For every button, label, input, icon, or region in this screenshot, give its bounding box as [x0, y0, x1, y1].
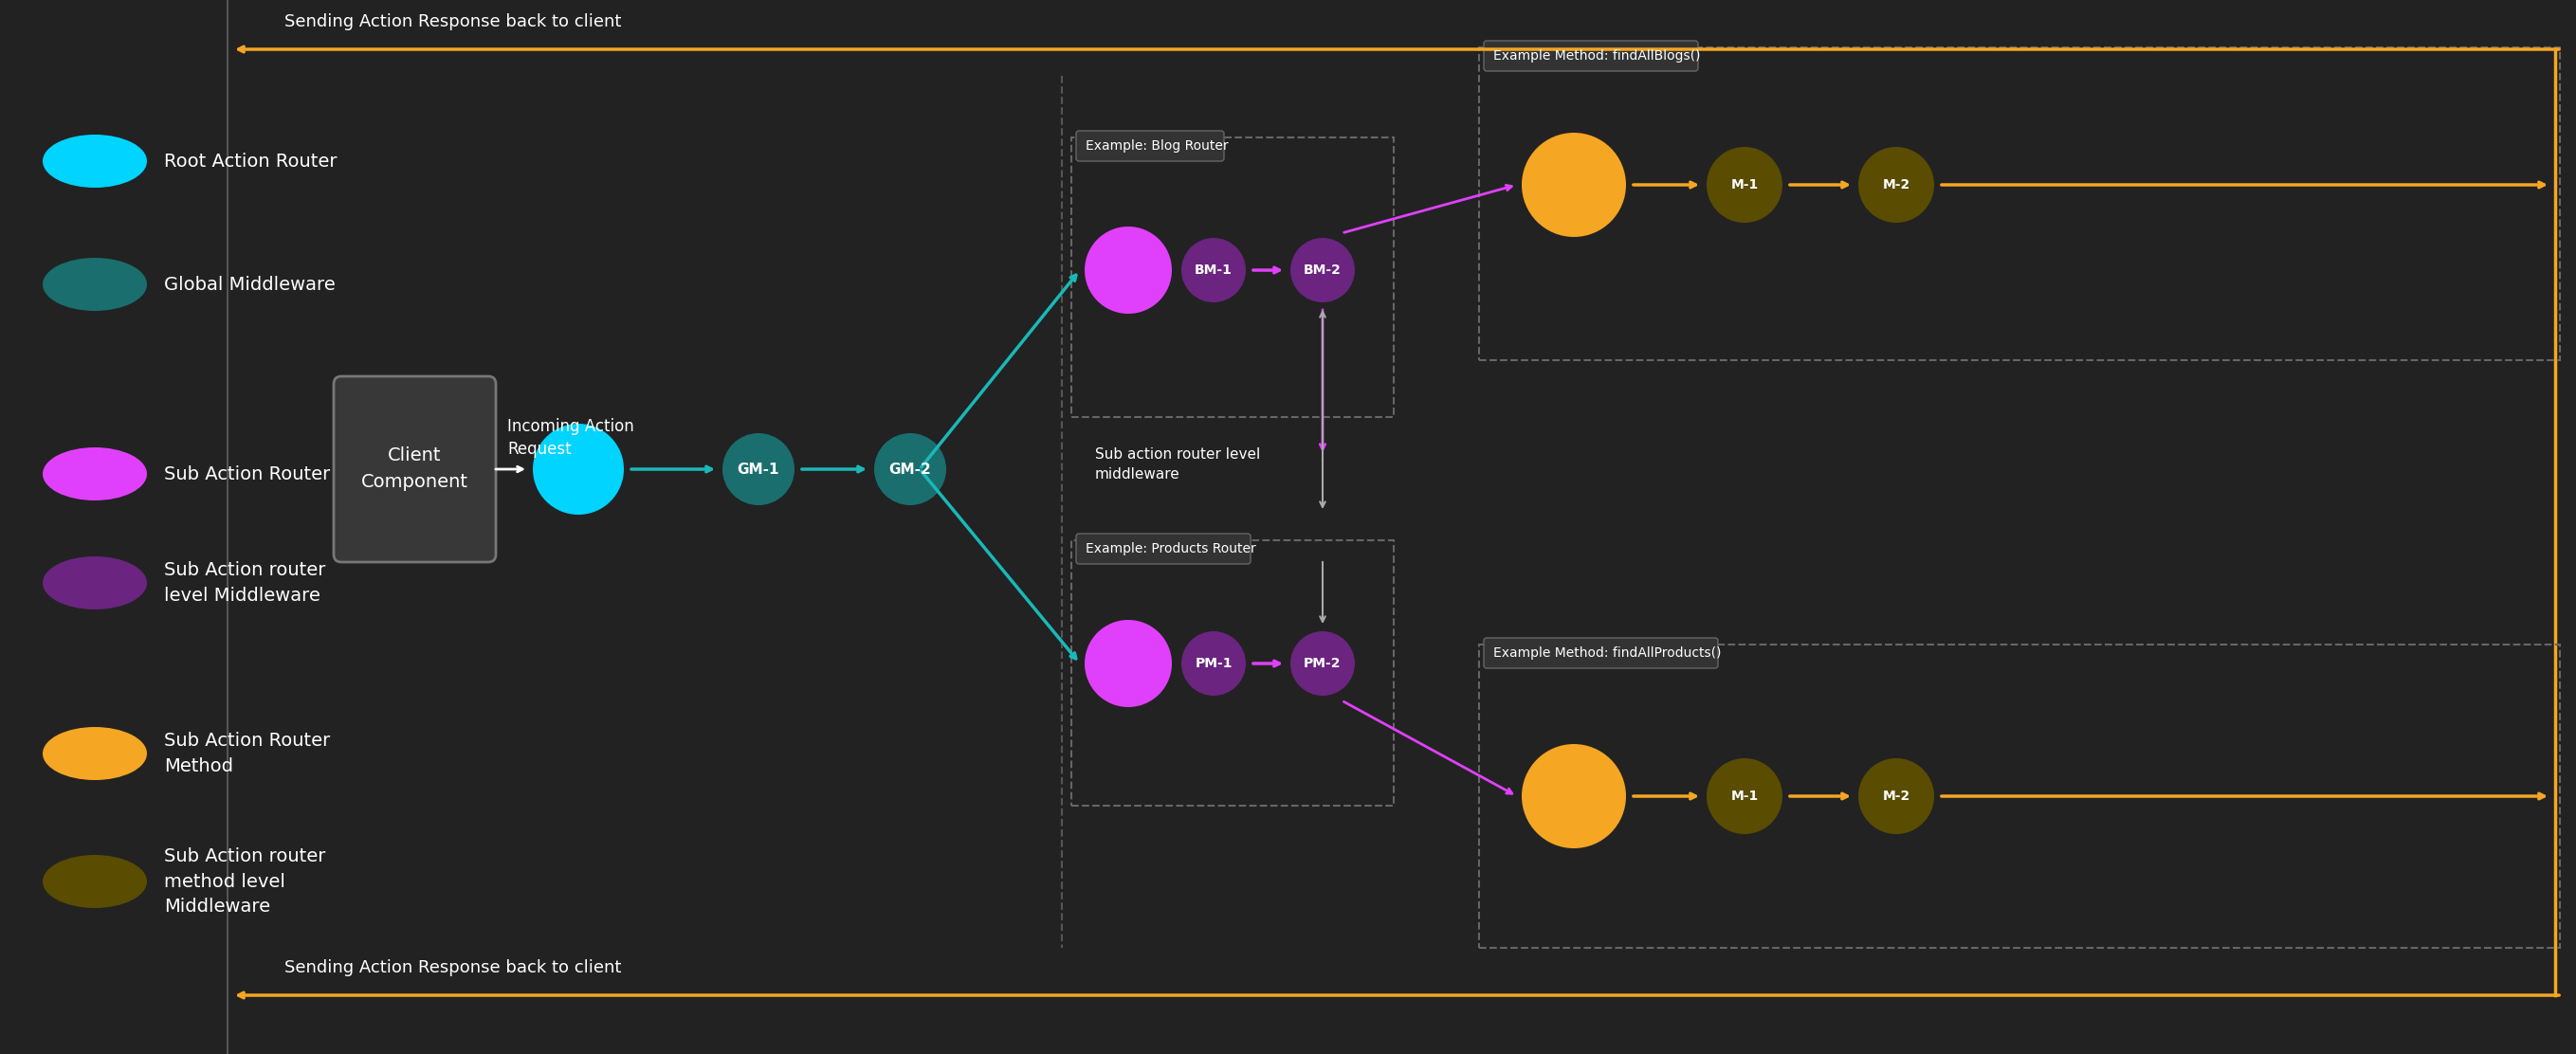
Ellipse shape [1705, 758, 1783, 834]
Text: M-2: M-2 [1883, 178, 1909, 192]
Ellipse shape [1182, 238, 1247, 302]
FancyBboxPatch shape [1077, 533, 1249, 564]
Text: BM-2: BM-2 [1303, 264, 1342, 277]
Text: Sub Action router
method level
Middleware: Sub Action router method level Middlewar… [165, 847, 325, 916]
Text: Example Method: findAllBlogs(): Example Method: findAllBlogs() [1494, 50, 1700, 62]
Ellipse shape [1857, 147, 1935, 222]
Ellipse shape [873, 433, 945, 505]
Ellipse shape [1522, 133, 1625, 237]
Ellipse shape [533, 424, 623, 514]
Ellipse shape [44, 727, 147, 780]
Text: PM-1: PM-1 [1195, 657, 1231, 670]
Text: Global Middleware: Global Middleware [165, 275, 335, 293]
Ellipse shape [44, 855, 147, 909]
Text: PM-2: PM-2 [1303, 657, 1342, 670]
Text: Example Method: findAllProducts(): Example Method: findAllProducts() [1494, 646, 1721, 660]
Text: BM-1: BM-1 [1195, 264, 1231, 277]
Bar [1479, 645, 2561, 948]
Bar [1479, 47, 2561, 360]
FancyBboxPatch shape [335, 376, 495, 562]
Text: Client
Component: Client Component [361, 447, 469, 491]
Text: Sub Action Router: Sub Action Router [165, 465, 330, 483]
Text: M-1: M-1 [1731, 178, 1759, 192]
Ellipse shape [44, 135, 147, 188]
Text: GM-2: GM-2 [889, 462, 933, 476]
Ellipse shape [44, 557, 147, 609]
FancyBboxPatch shape [1077, 131, 1224, 161]
Text: M-2: M-2 [1883, 789, 1909, 803]
Text: GM-1: GM-1 [737, 462, 781, 476]
Ellipse shape [1705, 147, 1783, 222]
Ellipse shape [44, 447, 147, 501]
Ellipse shape [1522, 744, 1625, 848]
Ellipse shape [1182, 631, 1247, 696]
Text: Sub Action Router
Method: Sub Action Router Method [165, 731, 330, 775]
Ellipse shape [1857, 758, 1935, 834]
Text: Sending Action Response back to client: Sending Action Response back to client [283, 14, 621, 31]
Bar [1072, 541, 1394, 805]
Ellipse shape [1084, 620, 1172, 707]
Ellipse shape [44, 258, 147, 311]
Bar [1072, 137, 1394, 417]
Text: Sub action router level
middleware: Sub action router level middleware [1095, 447, 1260, 482]
Text: Sending Action Response back to client: Sending Action Response back to client [283, 959, 621, 976]
FancyBboxPatch shape [1484, 41, 1698, 71]
Text: Example: Products Router: Example: Products Router [1084, 542, 1257, 555]
Ellipse shape [721, 433, 793, 505]
Text: Root Action Router: Root Action Router [165, 152, 337, 170]
Ellipse shape [1291, 631, 1355, 696]
Text: Sub Action router
level Middleware: Sub Action router level Middleware [165, 562, 325, 605]
FancyBboxPatch shape [1484, 638, 1718, 668]
Text: Incoming Action
Request: Incoming Action Request [507, 418, 634, 457]
Text: M-1: M-1 [1731, 789, 1759, 803]
Ellipse shape [1291, 238, 1355, 302]
Ellipse shape [1084, 227, 1172, 314]
Text: Example: Blog Router: Example: Blog Router [1084, 139, 1229, 153]
